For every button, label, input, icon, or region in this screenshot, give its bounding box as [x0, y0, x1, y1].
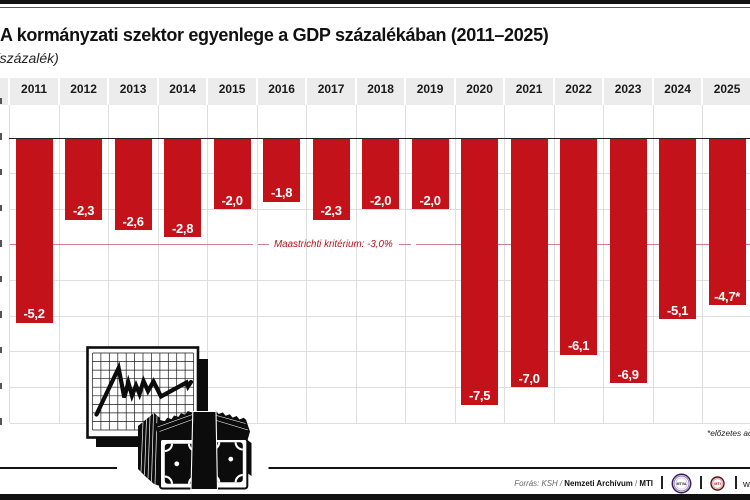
svg-text:MTI: MTI — [714, 482, 721, 486]
svg-text:MTVA: MTVA — [677, 481, 687, 485]
